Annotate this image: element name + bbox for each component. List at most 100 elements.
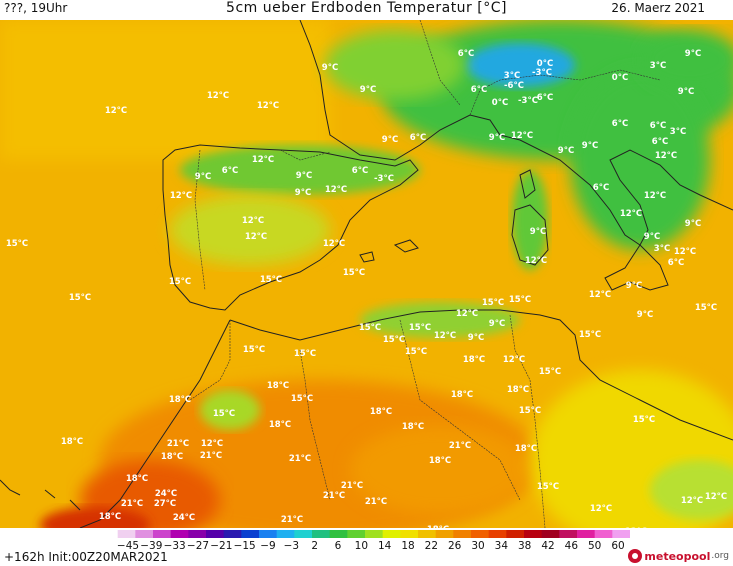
colorbar-tick-label: 18: [401, 540, 415, 552]
colorbar-segment: [506, 530, 525, 538]
temperature-label: 15°C: [294, 349, 316, 359]
temperature-label: 12°C: [590, 504, 612, 514]
temperature-label: 15°C: [6, 239, 28, 249]
temperature-label: 18°C: [161, 452, 183, 462]
temperature-label: 12°C: [252, 155, 274, 165]
colorbar-tick-label: 10: [354, 540, 369, 552]
temperature-label: 6°C: [471, 85, 487, 95]
colorbar-segment: [259, 530, 278, 538]
temperature-label: 12°C: [655, 151, 677, 161]
temperature-label: 21°C: [200, 451, 222, 461]
spain-central-zone: [170, 195, 330, 265]
temperature-label: 6°C: [537, 93, 553, 103]
temperature-label: 12°C: [245, 232, 267, 242]
colorbar-segment: [117, 530, 136, 538]
country-borders: [189, 19, 661, 529]
high-atlas-cool-zone: [200, 390, 260, 430]
colorbar-tick-label: 42: [541, 540, 555, 552]
colorbar-tick-label: 60: [611, 540, 625, 552]
colorbar-tick-label: −3: [283, 540, 300, 552]
temperature-label: 3°C: [654, 244, 670, 254]
colorbar-segment: [312, 530, 331, 538]
temperature-label: 9°C: [644, 232, 660, 242]
temperature-label: 15°C: [579, 330, 601, 340]
colorbar-segment: [135, 530, 154, 538]
sahara-east-zone: [350, 425, 530, 515]
temperature-label: 9°C: [582, 141, 598, 151]
temperature-label: 12°C: [257, 101, 279, 111]
temperature-label: 15°C: [539, 367, 561, 377]
colorbar-segment: [365, 530, 384, 538]
temperature-label: 6°C: [593, 183, 609, 193]
colorbar: [100, 530, 630, 538]
temperature-label: 12°C: [525, 256, 547, 266]
temperature-label: 21°C: [281, 515, 303, 525]
colorbar-ticks: −45 −39 −33 −27 −21 −15 −9 −3 2 6 10 14 18 22 26 30 34 38…: [0, 540, 733, 554]
temperature-label: 9°C: [678, 87, 694, 97]
temperature-label: 6°C: [612, 119, 628, 129]
temperature-label: 21°C: [289, 454, 311, 464]
temperature-label: 18°C: [507, 385, 529, 395]
logo[interactable]: meteopool .org: [628, 548, 729, 564]
temperature-label: 12°C: [207, 91, 229, 101]
colorbar-segment: [347, 530, 366, 538]
atlantic-zone: [0, 20, 330, 160]
italy-cool-zone: [570, 70, 710, 250]
atlas-cool-zone: [360, 302, 520, 338]
colorbar-tick-label: 22: [424, 540, 439, 552]
colorbar-segment: [612, 530, 630, 538]
sardinia-zone: [512, 170, 548, 270]
east-cool-zone: [650, 460, 733, 520]
temperature-label: 15°C: [260, 275, 282, 285]
colorbar-segment: [241, 530, 260, 538]
temperature-label: -3°C: [532, 68, 552, 78]
coastlines: [0, 19, 733, 529]
temperature-label: 9°C: [685, 219, 701, 229]
temperature-label: 15°C: [169, 277, 191, 287]
temperature-label: 18°C: [126, 474, 148, 484]
colorbar-segment: [100, 530, 119, 538]
map-title: 5cm ueber Erdboden Temperatur [°C]: [226, 0, 507, 16]
temperature-label: 15°C: [509, 295, 531, 305]
temperature-label: 9°C: [322, 63, 338, 73]
temperature-label: 15°C: [243, 345, 265, 355]
colorbar-tick-label: 14: [377, 540, 392, 552]
temperature-label: 12°C: [434, 331, 456, 341]
temperature-label: 12°C: [201, 439, 223, 449]
temperature-label: 9°C: [626, 281, 642, 291]
colorbar-segment: [594, 530, 613, 538]
colorbar-tick-label: −21: [210, 540, 233, 552]
temperature-label: 6°C: [410, 133, 426, 143]
colorbar-segment: [577, 530, 596, 538]
temperature-label: 12°C: [242, 216, 264, 226]
colorbar-segment: [382, 530, 401, 538]
colorbar-segment: [400, 530, 419, 538]
colorbar-tick-label: 50: [587, 540, 602, 552]
temperature-label: 15°C: [359, 323, 381, 333]
temperature-label: 15°C: [537, 482, 559, 492]
temperature-label: -6°C: [504, 81, 524, 91]
temperature-label: 21°C: [323, 491, 345, 501]
colorbar-tick-label: 34: [494, 540, 509, 552]
temperature-label: 18°C: [269, 420, 291, 430]
colorbar-segment: [435, 530, 454, 538]
colorbar-segment: [453, 530, 472, 538]
header-bar: ???, 19Uhr 5cm ueber Erdboden Temperatur…: [0, 0, 733, 20]
colorbar-segment: [329, 530, 348, 538]
colorbar-segment: [471, 530, 490, 538]
temperature-label: 12°C: [503, 355, 525, 365]
temperature-labels: 9°C 9°C 6°C 0°C 3°C -3°C -6°C 6°C 0°C 3°C 9°C 9°C 0°…: [6, 49, 727, 542]
temperature-label: 12°C: [674, 247, 696, 257]
temperature-label: 18°C: [99, 512, 121, 522]
temperature-label: 12°C: [511, 131, 533, 141]
temperature-label: 6°C: [668, 258, 684, 268]
colorbar-segment: [541, 530, 560, 538]
temperature-label: 15°C: [69, 293, 91, 303]
temperature-label: 21°C: [365, 497, 387, 507]
temperature-label: 18°C: [463, 355, 485, 365]
temperature-label: -3°C: [374, 174, 394, 184]
temperature-label: 9°C: [637, 310, 653, 320]
colorbar-tick-label: 30: [471, 540, 485, 552]
temperature-label: 9°C: [468, 333, 484, 343]
temperature-label: 18°C: [61, 437, 83, 447]
